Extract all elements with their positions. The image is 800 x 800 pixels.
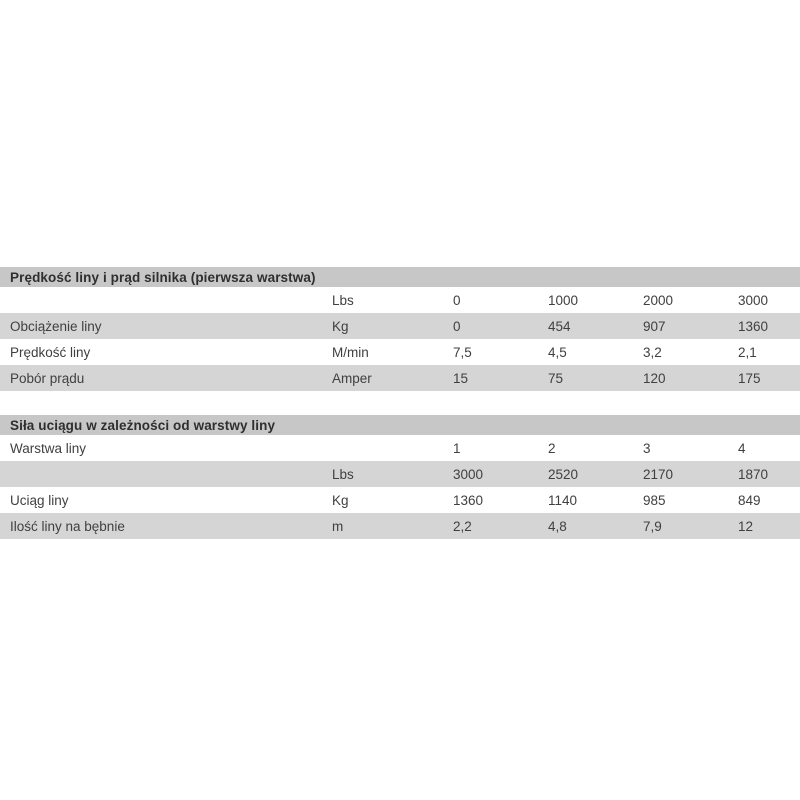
unit-cell: Amper	[332, 370, 372, 386]
unit-cell: Kg	[332, 492, 349, 508]
value-cell: 4	[738, 440, 746, 456]
value-cell: 3000	[453, 466, 484, 482]
table-row: Obciążenie liny Kg 0 454 907 1360	[0, 313, 800, 339]
value-cell: 0	[453, 292, 461, 308]
value-cell: 985	[643, 492, 666, 508]
row-label-cell: Ilość liny na bębnie	[10, 518, 125, 534]
table-section-rope-speed: Prędkość liny i prąd silnika (pierwsza w…	[0, 267, 800, 391]
spec-tables-content: Prędkość liny i prąd silnika (pierwsza w…	[0, 267, 800, 539]
value-cell: 15	[453, 370, 469, 386]
value-cell: 1000	[548, 292, 579, 308]
value-cell: 1360	[738, 318, 769, 334]
value-cell: 2000	[643, 292, 674, 308]
table-row: Ilość liny na bębnie m 2,2 4,8 7,9 12	[0, 513, 800, 539]
value-cell: 120	[643, 370, 666, 386]
table-title: Prędkość liny i prąd silnika (pierwsza w…	[10, 269, 316, 285]
value-cell: 12	[738, 518, 754, 534]
unit-cell: Kg	[332, 318, 349, 334]
table-row: Uciąg liny Kg 1360 1140 985 849	[0, 487, 800, 513]
value-cell: 7,5	[453, 344, 472, 360]
value-cell: 175	[738, 370, 761, 386]
spec-table-rope-speed: Lbs 0 1000 2000 3000 Obciążenie liny Kg …	[0, 287, 800, 391]
unit-cell: m	[332, 518, 344, 534]
spec-table-pull-force: Warstwa liny 1 2 3 4 Lbs 3000 2520 2170 …	[0, 435, 800, 539]
table-title: Siła uciągu w zależności od warstwy liny	[10, 417, 276, 433]
row-label-cell	[0, 287, 322, 313]
value-cell: 849	[738, 492, 761, 508]
row-label-cell: Warstwa liny	[10, 440, 87, 456]
value-cell: 3000	[738, 292, 769, 308]
row-label-cell	[0, 461, 322, 487]
unit-cell	[322, 435, 443, 461]
value-cell: 454	[548, 318, 571, 334]
table-title-bar: Siła uciągu w zależności od warstwy liny	[0, 415, 800, 435]
value-cell: 2,1	[738, 344, 757, 360]
value-cell: 3	[643, 440, 651, 456]
value-cell: 0	[453, 318, 461, 334]
value-cell: 1870	[738, 466, 769, 482]
value-cell: 3,2	[643, 344, 662, 360]
table-title-bar: Prędkość liny i prąd silnika (pierwsza w…	[0, 267, 800, 287]
value-cell: 4,8	[548, 518, 567, 534]
table-row: Lbs 3000 2520 2170 1870	[0, 461, 800, 487]
value-cell: 2	[548, 440, 556, 456]
row-label-cell: Pobór prądu	[10, 370, 85, 386]
value-cell: 907	[643, 318, 666, 334]
table-row: Warstwa liny 1 2 3 4	[0, 435, 800, 461]
value-cell: 1140	[548, 492, 578, 508]
table-section-pull-force: Siła uciągu w zależności od warstwy liny…	[0, 415, 800, 539]
value-cell: 1360	[453, 492, 484, 508]
value-cell: 75	[548, 370, 564, 386]
table-row: Pobór prądu Amper 15 75 120 175	[0, 365, 800, 391]
value-cell: 4,5	[548, 344, 567, 360]
value-cell: 1	[453, 440, 461, 456]
row-label-cell: Obciążenie liny	[10, 318, 102, 334]
row-label-cell: Prędkość liny	[10, 344, 91, 360]
value-cell: 2170	[643, 466, 674, 482]
unit-cell: Lbs	[332, 466, 354, 482]
value-cell: 2520	[548, 466, 579, 482]
value-cell: 2,2	[453, 518, 472, 534]
table-row: Prędkość liny M/min 7,5 4,5 3,2 2,1	[0, 339, 800, 365]
unit-cell: Lbs	[332, 292, 354, 308]
table-row: Lbs 0 1000 2000 3000	[0, 287, 800, 313]
unit-cell: M/min	[332, 344, 369, 360]
row-label-cell: Uciąg liny	[10, 492, 69, 508]
value-cell: 7,9	[643, 518, 662, 534]
